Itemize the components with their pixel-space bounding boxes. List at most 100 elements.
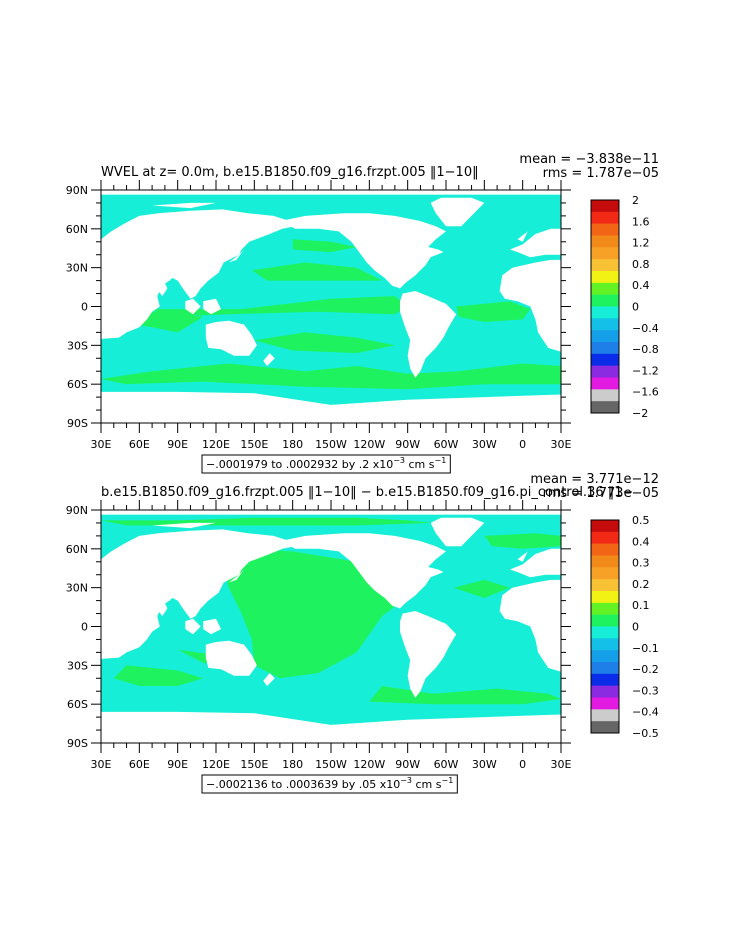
x-tick-label: 90E [167, 758, 188, 771]
colorbar-label: −0.3 [632, 684, 659, 697]
colorbar-label: 0.1 [632, 599, 650, 612]
colorbar-swatch [591, 591, 619, 604]
land-mask [101, 711, 561, 743]
colorbar-swatch [591, 709, 619, 722]
colorbar-swatch [591, 365, 619, 378]
colorbar-swatch [591, 721, 619, 734]
positive-field-region [254, 332, 395, 354]
land-mask [430, 517, 485, 547]
rms-stat: rms = 1.773e−05 [543, 486, 659, 501]
y-tick-label: 90N [66, 504, 88, 517]
land-mask [203, 618, 222, 635]
land-mask [279, 533, 446, 609]
range-note-text: −.0002136 to .0003639 by .05 x10 [206, 778, 400, 791]
land-mask [205, 320, 257, 356]
y-tick-label: 30S [67, 659, 88, 672]
y-tick-label: 60N [66, 223, 88, 236]
range-note-box [201, 774, 458, 794]
land-mask [263, 353, 275, 366]
colorbar-swatch [591, 282, 619, 295]
colorbar-label: −0.4 [632, 322, 659, 335]
range-note-exponent: −3 [400, 776, 412, 785]
colorbar-swatch [591, 543, 619, 556]
colorbar-swatch [591, 673, 619, 686]
colorbar-swatch [591, 353, 619, 366]
land-mask [279, 213, 446, 289]
colorbar-swatch [591, 520, 619, 533]
colorbar-swatch [591, 626, 619, 639]
land-mask [205, 640, 257, 676]
y-tick-label: 30S [67, 339, 88, 352]
x-tick-label: 120W [353, 758, 385, 771]
colorbar-swatch [591, 389, 619, 402]
land-mask [499, 579, 561, 672]
land-mask [400, 611, 457, 698]
land-mask [101, 572, 173, 604]
x-tick-label: 0 [519, 758, 526, 771]
positive-field-region [152, 296, 408, 317]
range-note-unit: cm s [405, 458, 435, 471]
panel-title: WVEL at z= 0.0m, b.e15.B1850.f09_g16.frz… [101, 165, 479, 180]
x-tick-label: 30E [91, 758, 112, 771]
colorbar-label: −1.6 [632, 386, 659, 399]
colorbar-swatch [591, 259, 619, 272]
colorbar-label: −0.4 [632, 706, 659, 719]
colorbar-swatch [591, 342, 619, 355]
x-tick-label: 0 [519, 438, 526, 451]
y-tick-label: 30N [66, 262, 88, 275]
mean-stat: mean = −3.838e−11 [519, 152, 659, 167]
x-tick-label: 150W [315, 438, 347, 451]
colorbar-label: −1.2 [632, 364, 659, 377]
y-tick-label: 60S [67, 698, 88, 711]
colorbar-swatch [591, 200, 619, 213]
colorbar-label: 0.4 [632, 279, 650, 292]
positive-field-region [369, 686, 561, 705]
x-tick-label: 30E [91, 438, 112, 451]
colorbar-swatch [591, 638, 619, 651]
y-tick-label: 90S [67, 737, 88, 750]
land-mask [185, 618, 201, 635]
colorbar-swatch [591, 614, 619, 627]
colorbar-swatch [591, 697, 619, 710]
range-note-unit: cm s [412, 778, 442, 791]
colorbar-swatch [591, 401, 619, 414]
land-mask [101, 529, 296, 659]
x-tick-label: 30W [472, 438, 497, 451]
land-mask [101, 391, 561, 423]
colorbar-swatch [591, 247, 619, 260]
y-tick-label: 60S [67, 378, 88, 391]
land-mask [263, 673, 275, 686]
colorbar-label: −0.8 [632, 343, 659, 356]
colorbar-label: 0.4 [632, 535, 650, 548]
colorbar-label: 1.2 [632, 237, 650, 250]
colorbar-label: 2 [632, 194, 639, 207]
colorbar-label: 0 [632, 301, 639, 314]
y-tick-label: 0 [81, 621, 88, 634]
rms-stat: rms = 1.787e−05 [543, 166, 659, 181]
colorbar-swatch [591, 318, 619, 331]
x-tick-label: 60E [129, 438, 150, 451]
range-note: −.0001979 to .0002932 by .2 x10−3 cm s−1 [206, 456, 446, 471]
land-mask [517, 231, 528, 242]
y-tick-label: 90S [67, 417, 88, 430]
colorbar-swatch [591, 377, 619, 390]
colorbar-frame [590, 519, 620, 734]
colorbar-swatch [591, 650, 619, 663]
land-mask [101, 252, 173, 284]
land-mask [101, 510, 561, 515]
positive-field-region [453, 579, 510, 598]
colorbar-swatch [591, 567, 619, 580]
x-tick-label: 60W [434, 438, 459, 451]
colorbar-label: −2 [632, 407, 648, 420]
colorbar-label: 0.8 [632, 258, 650, 271]
land-mask [152, 595, 168, 617]
colorbar-swatch [591, 223, 619, 236]
positive-field-region [456, 301, 531, 322]
x-tick-label: 90E [167, 438, 188, 451]
x-tick-label: 30E [551, 758, 572, 771]
colorbar-swatch [591, 602, 619, 615]
range-note-unit-exponent: −1 [442, 776, 454, 785]
range-note-exponent: −3 [393, 456, 405, 465]
range-note-box [201, 454, 451, 474]
